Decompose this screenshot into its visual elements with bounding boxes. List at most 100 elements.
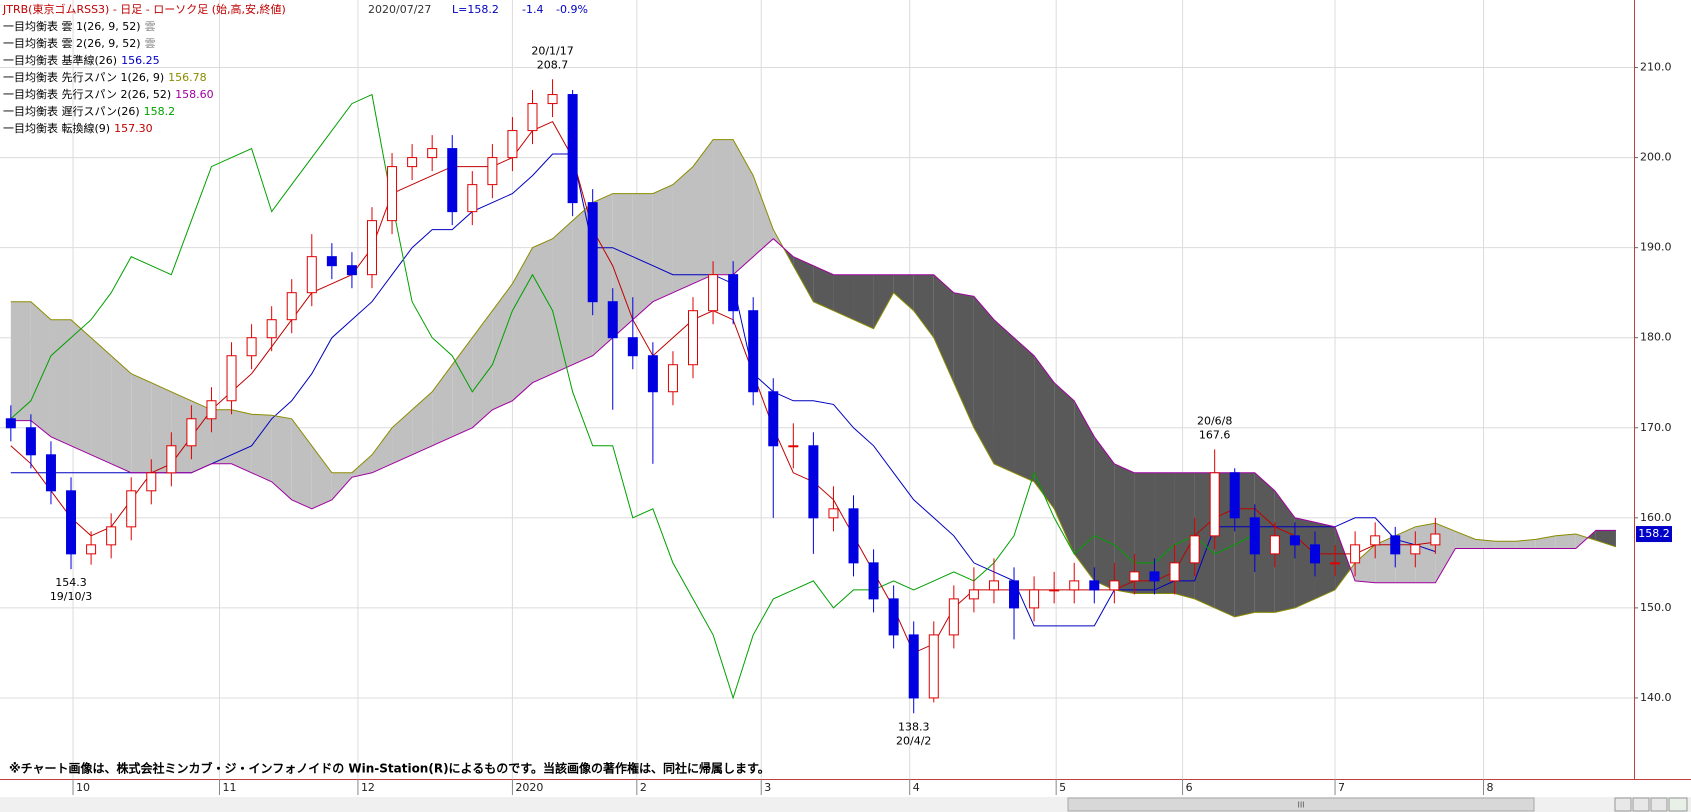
cloud xyxy=(492,283,513,410)
candle-body xyxy=(587,202,598,303)
fit-button[interactable] xyxy=(1650,797,1668,812)
y-tick-label: 160.0 xyxy=(1640,511,1672,524)
legend-label: 一目均衡表 転換線(9) xyxy=(3,121,110,135)
candle-body xyxy=(1089,580,1100,591)
legend-value: 156.78 xyxy=(168,71,207,84)
candle-body xyxy=(1189,535,1200,564)
candle-body xyxy=(427,148,438,159)
cloud xyxy=(612,193,633,338)
reset-button[interactable] xyxy=(1668,797,1688,812)
cloud xyxy=(1114,463,1135,594)
candle-body xyxy=(748,310,759,393)
header-change: -1.4 xyxy=(522,3,543,16)
candle-body xyxy=(868,562,879,600)
candle-body xyxy=(888,598,899,636)
cloud xyxy=(1415,523,1436,583)
zoom-in-button[interactable] xyxy=(1632,797,1650,812)
candle-body xyxy=(146,472,157,492)
cloud xyxy=(933,274,954,383)
cloud xyxy=(251,414,272,482)
candle-body xyxy=(1149,571,1160,582)
cloud xyxy=(71,319,92,455)
candle-body xyxy=(1169,562,1180,582)
annotation-value: 167.6 xyxy=(1199,428,1231,441)
candle-body xyxy=(1430,533,1441,546)
x-tick-label: 5 xyxy=(1059,781,1066,794)
candle-body xyxy=(467,184,478,213)
candle-body xyxy=(387,166,398,222)
candle-body xyxy=(226,355,237,402)
cloud xyxy=(1214,472,1235,617)
cloud xyxy=(1395,526,1416,583)
candle-body xyxy=(768,391,779,447)
cloud xyxy=(1350,562,1356,581)
cloud xyxy=(632,193,653,320)
candle-body xyxy=(928,634,939,699)
x-tick-label: 3 xyxy=(764,781,771,794)
candle-body xyxy=(667,364,678,393)
zoom-out-button[interactable] xyxy=(1614,797,1632,812)
candle-body xyxy=(186,418,197,447)
candle-body xyxy=(326,256,337,267)
candle-body xyxy=(1350,544,1361,564)
cloud xyxy=(1595,530,1616,547)
candle-body xyxy=(908,634,919,699)
candle-body xyxy=(547,94,558,105)
cloud xyxy=(171,391,192,473)
cloud xyxy=(1435,523,1456,583)
candle-body xyxy=(366,220,377,276)
candle-body xyxy=(1029,589,1040,609)
cloud xyxy=(1455,531,1476,549)
cloud xyxy=(893,274,914,311)
candle-body xyxy=(206,400,217,420)
y-tick-label: 170.0 xyxy=(1640,421,1672,434)
x-tick-label: 2020 xyxy=(515,781,543,794)
cloud xyxy=(10,301,31,421)
candle-body xyxy=(1410,544,1421,555)
x-tick-label: 10 xyxy=(76,781,90,794)
candle-body xyxy=(45,454,56,492)
x-tick-label: 11 xyxy=(222,781,236,794)
annotation-value: 138.3 xyxy=(898,720,930,733)
cloud xyxy=(532,238,553,383)
cloud xyxy=(1274,490,1295,613)
annotation-date: 20/6/8 xyxy=(1197,414,1232,427)
last-price-box xyxy=(1636,526,1672,543)
indicator-line xyxy=(10,238,1616,584)
candle-body xyxy=(1009,580,1020,609)
cloud xyxy=(1154,472,1175,594)
candle-body xyxy=(166,445,177,474)
candle-body xyxy=(1330,562,1341,565)
candle-body xyxy=(1229,472,1240,519)
legend-value: 158.60 xyxy=(175,88,214,101)
legend-label: 一目均衡表 先行スパン 1(26, 9) xyxy=(3,70,164,84)
cloud xyxy=(91,337,112,464)
candle-body xyxy=(647,355,658,393)
x-tick-label: 8 xyxy=(1487,781,1494,794)
cloud xyxy=(1375,535,1396,583)
candle-body xyxy=(1209,472,1220,537)
candle-body xyxy=(728,274,739,312)
annotation-date: 20/4/2 xyxy=(896,734,931,747)
legend-label: 一目均衡表 先行スパン 2(26, 52) xyxy=(3,87,171,101)
annotation-date: 20/1/17 xyxy=(531,44,573,57)
candle-body xyxy=(1370,535,1381,546)
cloud xyxy=(672,166,694,293)
cloud xyxy=(713,139,734,275)
scrollbar-thumb[interactable] xyxy=(1067,797,1535,812)
cloud xyxy=(50,319,72,446)
candle-body xyxy=(507,130,518,159)
cloud xyxy=(271,415,292,500)
candle-body xyxy=(567,94,578,204)
cloud xyxy=(131,373,152,473)
x-tick-label: 7 xyxy=(1338,781,1345,794)
candle-body xyxy=(86,544,97,555)
candle-body xyxy=(447,148,458,213)
candle-body xyxy=(1069,580,1080,591)
candle-body xyxy=(948,598,959,636)
cloud xyxy=(813,265,834,311)
candle-body xyxy=(126,490,137,528)
header-last: L=158.2 xyxy=(452,3,499,16)
candle-body xyxy=(266,319,277,339)
candle-body xyxy=(5,418,16,429)
